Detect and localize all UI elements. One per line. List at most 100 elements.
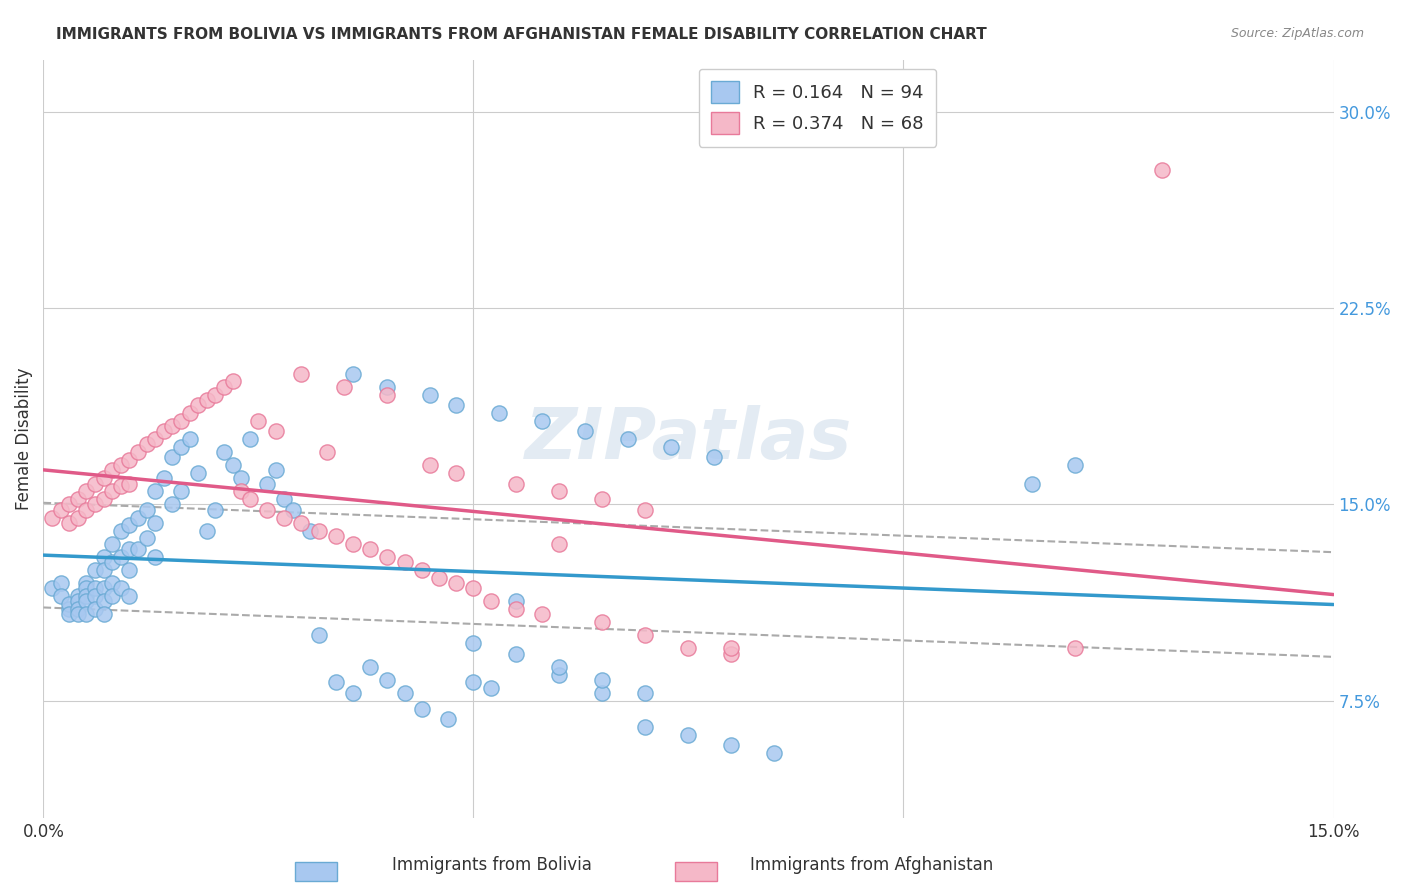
Point bbox=[231, 471, 253, 485]
Point bbox=[463, 675, 485, 690]
Point bbox=[179, 432, 201, 446]
Point bbox=[41, 581, 63, 595]
Point bbox=[359, 541, 381, 556]
Point bbox=[505, 594, 527, 608]
Point bbox=[84, 476, 107, 491]
Text: IMMIGRANTS FROM BOLIVIA VS IMMIGRANTS FROM AFGHANISTAN FEMALE DISABILITY CORRELA: IMMIGRANTS FROM BOLIVIA VS IMMIGRANTS FR… bbox=[56, 27, 987, 42]
Point bbox=[316, 445, 339, 459]
Point bbox=[84, 581, 107, 595]
Point bbox=[153, 424, 176, 438]
Point bbox=[617, 432, 640, 446]
Point bbox=[463, 581, 485, 595]
Point bbox=[419, 387, 441, 401]
Point bbox=[93, 471, 115, 485]
Point bbox=[574, 424, 596, 438]
Point bbox=[101, 463, 124, 477]
Point bbox=[256, 476, 278, 491]
Point bbox=[66, 594, 89, 608]
Point bbox=[75, 607, 97, 622]
Y-axis label: Female Disability: Female Disability bbox=[15, 368, 32, 510]
Point bbox=[110, 581, 132, 595]
Point bbox=[75, 581, 97, 595]
Point bbox=[143, 484, 166, 499]
Point bbox=[342, 686, 364, 700]
Point bbox=[264, 424, 287, 438]
Point bbox=[231, 484, 253, 499]
Point bbox=[212, 445, 235, 459]
Point bbox=[101, 555, 124, 569]
Point bbox=[763, 746, 786, 760]
Point bbox=[308, 628, 330, 642]
Point bbox=[548, 484, 571, 499]
Point bbox=[299, 524, 322, 538]
Point bbox=[720, 647, 742, 661]
Point bbox=[436, 712, 458, 726]
Point bbox=[548, 659, 571, 673]
Point bbox=[377, 387, 399, 401]
Point bbox=[427, 571, 450, 585]
Point bbox=[488, 406, 510, 420]
Point bbox=[634, 628, 657, 642]
Point bbox=[101, 537, 124, 551]
Point bbox=[93, 492, 115, 507]
Point bbox=[179, 406, 201, 420]
Point bbox=[84, 602, 107, 616]
Point bbox=[127, 541, 149, 556]
Point bbox=[479, 681, 502, 695]
Point bbox=[41, 510, 63, 524]
Point bbox=[342, 367, 364, 381]
Point bbox=[591, 615, 613, 630]
Point bbox=[118, 589, 141, 603]
Point bbox=[127, 510, 149, 524]
Point bbox=[359, 659, 381, 673]
Point bbox=[505, 602, 527, 616]
Point bbox=[377, 549, 399, 564]
Point bbox=[446, 466, 468, 480]
Point bbox=[66, 492, 89, 507]
Point bbox=[463, 636, 485, 650]
Point bbox=[634, 686, 657, 700]
Point bbox=[101, 484, 124, 499]
Point bbox=[187, 398, 209, 412]
Point bbox=[93, 563, 115, 577]
Legend: R = 0.164   N = 94, R = 0.374   N = 68: R = 0.164 N = 94, R = 0.374 N = 68 bbox=[699, 69, 936, 147]
Point bbox=[204, 387, 226, 401]
Point bbox=[531, 414, 554, 428]
Point bbox=[195, 524, 218, 538]
Point bbox=[135, 502, 157, 516]
Point bbox=[127, 445, 149, 459]
Point bbox=[1064, 641, 1087, 656]
Point bbox=[247, 414, 270, 428]
Point bbox=[290, 367, 312, 381]
Point bbox=[170, 414, 193, 428]
Point bbox=[84, 498, 107, 512]
Point bbox=[548, 667, 571, 681]
Text: Immigrants from Bolivia: Immigrants from Bolivia bbox=[392, 856, 592, 874]
Point bbox=[75, 576, 97, 591]
Point bbox=[634, 720, 657, 734]
Point bbox=[548, 537, 571, 551]
Point bbox=[110, 524, 132, 538]
Text: Immigrants from Afghanistan: Immigrants from Afghanistan bbox=[749, 856, 994, 874]
Point bbox=[195, 392, 218, 407]
Point bbox=[75, 589, 97, 603]
Point bbox=[377, 673, 399, 687]
Point bbox=[118, 453, 141, 467]
Point bbox=[1064, 458, 1087, 473]
Point bbox=[281, 502, 304, 516]
Point bbox=[264, 463, 287, 477]
Point bbox=[411, 701, 433, 715]
Point bbox=[58, 602, 80, 616]
Point bbox=[75, 502, 97, 516]
Point bbox=[187, 466, 209, 480]
Point bbox=[446, 576, 468, 591]
Point bbox=[290, 516, 312, 530]
Point bbox=[118, 541, 141, 556]
Point bbox=[66, 602, 89, 616]
Point bbox=[75, 484, 97, 499]
Point bbox=[256, 502, 278, 516]
Point bbox=[308, 524, 330, 538]
Text: ZIPatlas: ZIPatlas bbox=[524, 405, 852, 474]
Point bbox=[273, 492, 295, 507]
Point bbox=[325, 529, 347, 543]
